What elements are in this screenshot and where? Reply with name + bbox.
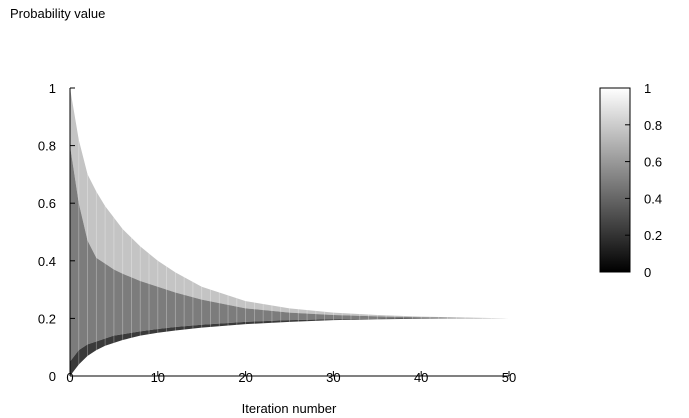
x-tick-label: 10 <box>151 370 165 385</box>
y-axis-ticks: 0 0.2 0.4 0.6 0.8 1 <box>38 81 75 384</box>
probability-surface <box>70 88 509 376</box>
axes <box>69 88 509 377</box>
colorbar <box>599 87 631 273</box>
y-tick-label: 0.4 <box>38 254 56 269</box>
y-tick-label: 1 <box>49 81 56 96</box>
colorbar-tick-label: 0.4 <box>644 191 662 206</box>
colorbar-ticks: 0 0.2 0.4 0.6 0.8 1 <box>625 81 662 280</box>
x-tick-label: 0 <box>66 370 73 385</box>
x-tick-label: 50 <box>502 370 516 385</box>
x-tick-label: 20 <box>238 370 252 385</box>
y-tick-label: 0.6 <box>38 196 56 211</box>
colorbar-tick-label: 0.2 <box>644 228 662 243</box>
x-tick-label: 40 <box>414 370 428 385</box>
colorbar-tick-label: 0.6 <box>644 155 662 170</box>
middle-band <box>70 145 509 362</box>
x-tick-label: 30 <box>326 370 340 385</box>
iteration-columns <box>78 139 501 365</box>
y-tick-label: 0.2 <box>38 311 56 326</box>
y-tick-label: 0.8 <box>38 139 56 154</box>
x-axis-ticks: 0 10 20 30 40 50 <box>66 370 516 385</box>
colorbar-tick-label: 1 <box>644 81 651 96</box>
colorbar-gradient <box>599 87 631 273</box>
colorbar-tick-label: 0.8 <box>644 118 662 133</box>
chart-title: Probability value <box>10 6 105 21</box>
colorbar-tick-label: 0 <box>644 265 651 280</box>
x-axis-label: Iteration number <box>242 401 337 416</box>
y-tick-label: 0 <box>49 369 56 384</box>
